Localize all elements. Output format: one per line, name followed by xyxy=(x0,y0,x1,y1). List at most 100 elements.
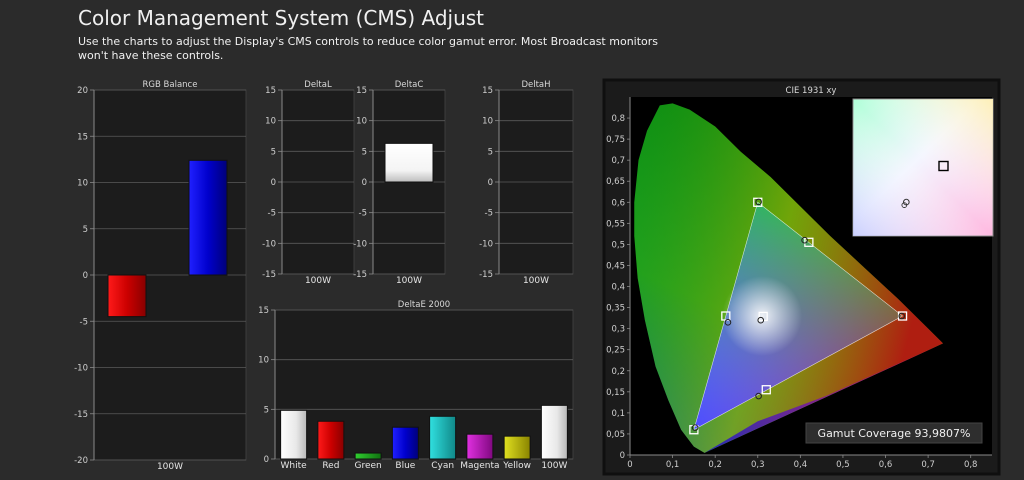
delta_c-ytick-label: 15 xyxy=(356,86,367,96)
delta-e-category-label: Blue xyxy=(395,461,415,471)
cie-measured-blue xyxy=(691,424,699,431)
cie-title: CIE 1931 xy xyxy=(786,86,837,96)
cie-measured-green xyxy=(755,198,762,206)
cie-ytick-label: 0,3 xyxy=(611,325,625,335)
cie-xtick-label: 0,5 xyxy=(836,460,850,470)
delta_h-ytick-label: -5 xyxy=(485,209,493,219)
delta-e-category-label: Yellow xyxy=(502,461,531,471)
cie-target-magenta xyxy=(761,385,771,395)
rgb_balance-ytick-label: -20 xyxy=(74,456,88,466)
cie-ytick-label: 0,5 xyxy=(611,240,625,250)
delta_c-ytick-label: 0 xyxy=(362,178,367,188)
cie-ytick-label: 0,1 xyxy=(611,409,625,419)
gamut-coverage-label: Gamut Coverage 93,9807% xyxy=(818,427,971,440)
delta_h-ytick-label: 10 xyxy=(482,117,493,127)
cie-ytick-label: 0,4 xyxy=(611,283,625,293)
delta_l-ytick-label: -10 xyxy=(262,239,276,249)
delta-e-category-label: Magenta xyxy=(460,461,499,471)
cie-zoom-inset-tint xyxy=(853,99,993,236)
rgb_balance-ytick-label: 20 xyxy=(77,86,88,96)
cie-diagram xyxy=(634,103,944,453)
rgb_balance-ytick-label: -5 xyxy=(80,317,88,327)
delta_h-ytick-label: 5 xyxy=(488,147,493,157)
rgb_balance-ytick-label: -15 xyxy=(74,410,88,420)
delta_c-bar xyxy=(384,142,434,183)
delta_e_2000-ytick-label: 0 xyxy=(264,455,269,465)
cie-xtick-label: 0,2 xyxy=(708,460,722,470)
rgb_balance-ytick-label: 15 xyxy=(77,132,88,142)
delta-e-bar-100w xyxy=(540,404,568,460)
cie-xtick-label: 0,1 xyxy=(666,460,680,470)
delta-e-bar-blue xyxy=(391,426,419,460)
page-description: Use the charts to adjust the Display's C… xyxy=(78,35,659,62)
cie-xtick-label: 0,4 xyxy=(794,460,808,470)
delta_h-ytick-label: -15 xyxy=(479,270,493,280)
delta_l-ytick-label: 0 xyxy=(271,178,276,188)
rgb_balance-ytick-label: 0 xyxy=(83,271,88,281)
delta_l-ytick-label: 5 xyxy=(271,147,276,157)
delta_e_2000-ytick-label: 10 xyxy=(258,356,269,366)
cie-measured-yellow xyxy=(801,236,808,244)
delta-e-category-label: Green xyxy=(354,461,381,471)
cie-zoom-measured-white-2 xyxy=(901,202,908,208)
cie-xtick-label: 0,8 xyxy=(964,460,978,470)
cie-ytick-label: 0,45 xyxy=(606,261,625,271)
rgb_balance-ytick-label: 5 xyxy=(83,225,88,235)
delta_c-ytick-label: 10 xyxy=(356,117,367,127)
cie-ytick-label: 0 xyxy=(620,451,625,461)
delta_c-ytick-label: 5 xyxy=(362,147,367,157)
delta_c-ytick-label: -15 xyxy=(353,270,367,280)
cie-white-glow xyxy=(722,276,803,357)
cie-target-yellow xyxy=(804,237,814,247)
cie-gamut-outline xyxy=(693,201,904,431)
delta_l-title: DeltaL xyxy=(304,80,332,90)
delta_e_2000-title: DeltaE 2000 xyxy=(398,300,450,310)
delta_l-ytick-label: -5 xyxy=(268,209,276,219)
cie-measured-white xyxy=(757,316,765,324)
delta_e_2000-ytick-label: 15 xyxy=(258,306,269,316)
delta_l-ytick-label: -15 xyxy=(262,270,276,280)
delta_h-ytick-label: -10 xyxy=(479,239,493,249)
delta-e-category-label: Red xyxy=(322,461,339,471)
delta_c-ytick-label: -5 xyxy=(359,209,367,219)
delta-e-category-label: White xyxy=(281,461,308,471)
cie-ytick-label: 0,2 xyxy=(611,367,625,377)
cie-measured-cyan xyxy=(724,319,732,326)
delta_h-ytick-label: 15 xyxy=(482,86,493,96)
cie-ytick-label: 0,05 xyxy=(606,430,625,440)
delta_l-ytick-label: 15 xyxy=(265,86,276,96)
delta-e-bar-cyan xyxy=(429,415,457,460)
rgb-balance-category-label: 100W xyxy=(157,462,183,472)
delta-e-category-label: 100W xyxy=(541,461,567,471)
delta_h-title: DeltaH xyxy=(521,80,550,90)
delta_c-category-label: 100W xyxy=(396,276,422,286)
cie-ytick-label: 0,55 xyxy=(606,219,625,229)
cie-ytick-label: 0,75 xyxy=(606,135,625,145)
rgb_balance-ytick-label: 10 xyxy=(77,179,88,189)
delta_e_2000-ytick-label: 5 xyxy=(264,405,269,415)
rgb_balance-title: RGB Balance xyxy=(143,80,198,90)
gamut-coverage-badge xyxy=(805,422,983,444)
rgb-balance-bar-red xyxy=(107,274,147,318)
delta-e-category-label: Cyan xyxy=(431,461,454,471)
cie-xtick-label: 0,3 xyxy=(751,460,765,470)
delta-e-bar-yellow xyxy=(503,435,531,460)
cie-ytick-label: 0,6 xyxy=(611,198,625,208)
delta-e-bar-white xyxy=(280,409,308,460)
delta-e-bar-green xyxy=(354,452,382,460)
delta-e-bar-red xyxy=(317,420,345,460)
cie-measured-red xyxy=(898,312,906,320)
cie-measured-magenta xyxy=(755,392,762,400)
cie-target-blue xyxy=(689,425,699,435)
rgb-balance-bar-blue xyxy=(188,159,228,276)
cie-ytick-label: 0,65 xyxy=(606,177,625,187)
cie-xtick-label: 0,7 xyxy=(921,460,935,470)
cie-ytick-label: 0,25 xyxy=(606,346,625,356)
delta_l-ytick-label: 10 xyxy=(265,117,276,127)
delta_h-category-label: 100W xyxy=(523,276,549,286)
delta_c-title: DeltaC xyxy=(395,80,424,90)
delta_l-category-label: 100W xyxy=(305,276,331,286)
page-title: Color Management System (CMS) Adjust xyxy=(78,6,485,30)
cie-purple-line-shade xyxy=(704,343,944,453)
